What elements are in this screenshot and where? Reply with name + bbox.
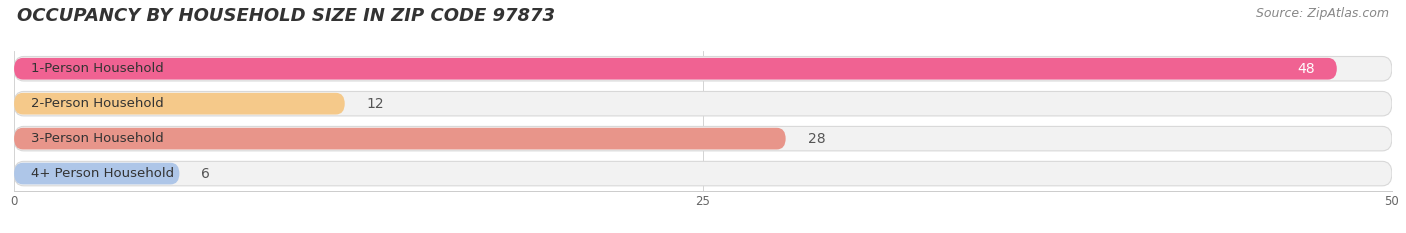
FancyBboxPatch shape <box>14 127 1392 151</box>
FancyBboxPatch shape <box>14 57 1392 81</box>
Text: OCCUPANCY BY HOUSEHOLD SIZE IN ZIP CODE 97873: OCCUPANCY BY HOUSEHOLD SIZE IN ZIP CODE … <box>17 7 555 25</box>
FancyBboxPatch shape <box>14 128 786 150</box>
Text: 4+ Person Household: 4+ Person Household <box>31 167 174 180</box>
FancyBboxPatch shape <box>14 161 1392 186</box>
FancyBboxPatch shape <box>14 58 1337 80</box>
FancyBboxPatch shape <box>14 93 344 115</box>
Text: 2-Person Household: 2-Person Household <box>31 97 163 110</box>
Text: 3-Person Household: 3-Person Household <box>31 132 163 145</box>
Text: 48: 48 <box>1298 62 1315 76</box>
FancyBboxPatch shape <box>14 92 1392 116</box>
Text: 1-Person Household: 1-Person Household <box>31 62 163 75</box>
Text: Source: ZipAtlas.com: Source: ZipAtlas.com <box>1256 7 1389 20</box>
Text: 28: 28 <box>807 132 825 146</box>
Text: 6: 6 <box>201 167 211 181</box>
Text: 12: 12 <box>367 97 384 111</box>
FancyBboxPatch shape <box>14 163 180 185</box>
